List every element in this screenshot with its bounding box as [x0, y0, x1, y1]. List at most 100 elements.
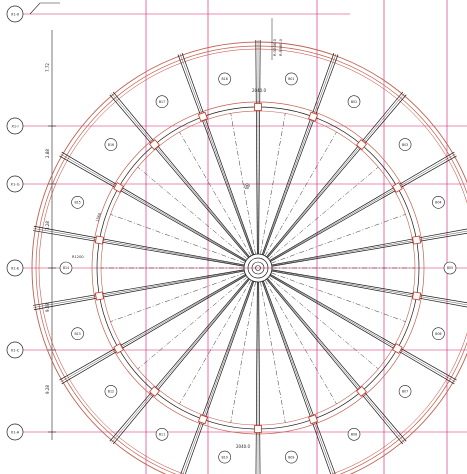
member-tag-label: B14 — [63, 266, 69, 270]
member-tag: B06 — [432, 327, 445, 340]
member-tag: B15 — [71, 196, 84, 209]
dashed-chord — [264, 131, 337, 256]
vertical-gridlines — [145, 0, 448, 474]
ring-node — [149, 139, 161, 151]
radial-beam — [59, 151, 247, 262]
grid-axis-bubble: X1-A — [6, 423, 24, 441]
grid-axis-label: X1-II — [11, 12, 19, 16]
radial-beam — [271, 269, 467, 308]
member-tag: B13 — [71, 327, 84, 340]
ring-node — [308, 414, 319, 425]
radial-beam — [255, 39, 261, 255]
dashed-chords — [101, 113, 415, 423]
dashed-chord — [260, 281, 286, 423]
dashed-chord — [264, 280, 337, 405]
ring-node — [149, 385, 161, 397]
ring-node — [113, 343, 124, 354]
radial-beam — [269, 274, 457, 385]
grid-axis-label: X1-C — [11, 348, 20, 352]
ring-node — [197, 414, 208, 425]
grid-axis-label: X1-E — [11, 266, 20, 270]
member-tag-label: B09 — [288, 455, 294, 459]
ring-dimension-top: 2040.0 — [252, 88, 266, 93]
ring-node — [392, 182, 403, 193]
dashed-chord — [271, 214, 406, 264]
member-tag: B14 — [59, 261, 73, 275]
member-tag: B03 — [398, 138, 412, 151]
radial-beam — [266, 278, 407, 445]
ring-node — [254, 425, 262, 433]
radial-beam — [269, 151, 457, 262]
member-tag-label: B11 — [159, 432, 165, 436]
grid-axis-bubbles: X1-II X1-I X1-G X1-E X1-C X1-A — [6, 5, 24, 441]
radial-beam — [266, 91, 407, 258]
radial-beam — [109, 278, 250, 445]
radial-beam — [33, 269, 245, 311]
dashed-chord — [137, 166, 248, 260]
top-radius-labels: R:3506.0 R:5880.0 — [271, 18, 283, 60]
ring-node — [197, 111, 208, 122]
dashed-chord — [230, 113, 256, 255]
grid-axis-bubble: X1-G — [6, 175, 24, 193]
member-tag-label: B08 — [351, 432, 357, 436]
ring-dimension-bottom: 2040.0 — [236, 444, 250, 449]
dashed-chord — [179, 131, 252, 256]
radial-beam — [261, 52, 339, 256]
grid-axis-bubble: X1-C — [6, 341, 24, 359]
dashed-chord — [268, 166, 379, 260]
radial-beam — [109, 91, 250, 258]
member-tag-label: B10 — [222, 455, 228, 459]
row-dimension-3: 3.28 — [45, 221, 50, 230]
ring-node — [94, 235, 104, 245]
member-tag: B09 — [285, 450, 298, 464]
member-tag-label: B06 — [435, 332, 441, 336]
member-tag: B10 — [218, 450, 231, 464]
dashed-chord — [110, 214, 245, 264]
dashed-chord — [260, 113, 286, 255]
radial-beam — [255, 281, 261, 474]
radial-beam — [271, 228, 467, 267]
member-tag-label: B12 — [108, 390, 114, 394]
ring-node — [254, 103, 262, 111]
member-tags: B01 B02 B03 B04 B05 B06 B07 B08 B09 B10 B11 B12 B13 B… — [59, 72, 457, 464]
member-tag-label: B16 — [108, 143, 114, 147]
ring-dimension-side: 1560 — [95, 212, 102, 223]
member-tag: B11 — [155, 427, 169, 441]
center-label: @ — [244, 183, 250, 190]
dashed-chord — [179, 280, 252, 405]
radius-label: R1200 — [72, 255, 84, 259]
ring-node — [113, 182, 124, 193]
radial-beam — [33, 225, 245, 267]
horizontal-gridlines — [22, 13, 467, 433]
member-tag-label: B01 — [288, 77, 294, 81]
member-tag: B02 — [347, 95, 361, 109]
row-dimension-1: 7.72 — [45, 63, 50, 72]
grid-axis-label: X1-A — [11, 430, 20, 434]
member-tag: B04 — [432, 196, 445, 209]
grid-axis-label: X1-I — [11, 124, 18, 128]
ring-node — [355, 139, 367, 151]
ring-node — [412, 235, 422, 245]
ring-node — [355, 385, 367, 397]
grid-axis-bubble: X1-E — [6, 259, 24, 277]
left-dimension-line — [29, 2, 60, 440]
grid-axis-label: X1-G — [11, 182, 20, 186]
member-tag: B08 — [347, 427, 361, 441]
ring-node — [412, 291, 422, 301]
member-tag: B17 — [155, 95, 169, 109]
radial-beam — [59, 274, 247, 385]
member-tag-label: B15 — [74, 201, 80, 205]
member-tag-label: B07 — [402, 390, 408, 394]
radial-beam — [177, 52, 255, 256]
dashed-chord — [230, 281, 256, 423]
grid-axis-bubble: X1-I — [6, 117, 24, 135]
member-tag-label: B04 — [435, 201, 441, 205]
radial-beam — [261, 280, 336, 474]
member-tag-label: B13 — [74, 332, 80, 336]
member-tag-label: B05 — [447, 266, 453, 270]
ring-nodes — [94, 103, 422, 433]
radial-beams — [33, 39, 467, 474]
ring-node — [392, 343, 403, 354]
ring-node — [94, 291, 104, 301]
